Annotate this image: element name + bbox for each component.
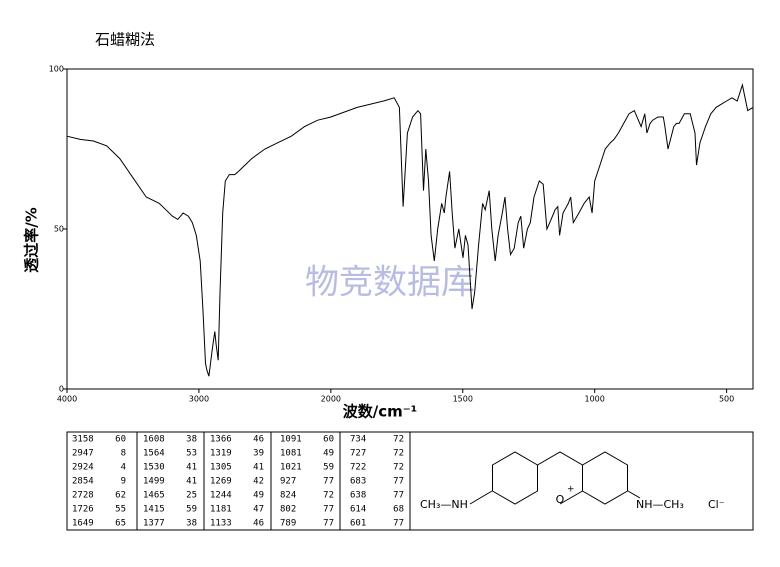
table-cell: 25 bbox=[186, 491, 197, 501]
table-cell: 59 bbox=[323, 463, 334, 473]
table-cell: 39 bbox=[253, 449, 264, 459]
table-cell: 1181 bbox=[210, 505, 232, 515]
bond bbox=[627, 490, 641, 499]
table-cell: 1608 bbox=[143, 435, 165, 445]
table-cell: 38 bbox=[186, 519, 197, 529]
mol-anion: Cl⁻ bbox=[708, 498, 725, 511]
ring bbox=[492, 451, 538, 505]
x-tick-label: 3000 bbox=[189, 395, 209, 404]
table-cell: 49 bbox=[323, 449, 334, 459]
table-cell: 77 bbox=[393, 477, 404, 487]
table-cell: 77 bbox=[393, 491, 404, 501]
table-cell: 41 bbox=[186, 463, 197, 473]
table-cell: 1564 bbox=[143, 449, 165, 459]
table-cell: 1530 bbox=[143, 463, 165, 473]
y-axis-label: 透过率/% bbox=[23, 207, 41, 273]
ring bbox=[537, 451, 583, 505]
table-cell: 2924 bbox=[72, 463, 94, 473]
x-tick-label: 1000 bbox=[585, 395, 605, 404]
table-cell: 77 bbox=[393, 519, 404, 529]
table-cell: 68 bbox=[393, 505, 404, 515]
table-cell: 1377 bbox=[143, 519, 165, 529]
table-cell: 53 bbox=[186, 449, 197, 459]
table-cell: 60 bbox=[323, 435, 334, 445]
table-cell: 683 bbox=[350, 477, 366, 487]
table-cell: 727 bbox=[350, 449, 366, 459]
table-cell: 802 bbox=[280, 505, 296, 515]
bond bbox=[469, 490, 493, 505]
chart-title: 石蜡糊法 bbox=[95, 31, 155, 49]
table-cell: 77 bbox=[323, 505, 334, 515]
table-cell: 1499 bbox=[143, 477, 165, 487]
table-cell: 49 bbox=[253, 491, 264, 501]
table-cell: 1726 bbox=[72, 505, 94, 515]
table-cell: 72 bbox=[323, 491, 334, 501]
table-cell: 47 bbox=[253, 505, 264, 515]
mol-oxygen: O bbox=[556, 493, 565, 506]
table-cell: 46 bbox=[253, 519, 264, 529]
table-cell: 8 bbox=[121, 449, 126, 459]
table-cell: 1244 bbox=[210, 491, 232, 501]
table-cell: 1366 bbox=[210, 435, 232, 445]
table-cell: 1465 bbox=[143, 491, 165, 501]
table-cell: 1319 bbox=[210, 449, 232, 459]
ring bbox=[582, 451, 628, 505]
x-tick-label: 1500 bbox=[453, 395, 473, 404]
table-cell: 638 bbox=[350, 491, 366, 501]
molecule bbox=[469, 451, 641, 505]
table-cell: 60 bbox=[115, 435, 126, 445]
table-cell: 1081 bbox=[280, 449, 302, 459]
table-cell: 1091 bbox=[280, 435, 302, 445]
table-cell: 601 bbox=[350, 519, 366, 529]
table-cell: 77 bbox=[323, 519, 334, 529]
y-tick-label: 50 bbox=[54, 225, 64, 234]
x-tick-label: 2000 bbox=[321, 395, 341, 404]
mol-right: NH—CH₃ bbox=[636, 498, 684, 511]
table-cell: 1269 bbox=[210, 477, 232, 487]
plot-frame bbox=[66, 68, 754, 390]
table-cell: 734 bbox=[350, 435, 366, 445]
table-cell: 2947 bbox=[72, 449, 94, 459]
table-cell: 1415 bbox=[143, 505, 165, 515]
spectrum-line bbox=[66, 83, 754, 377]
y-tick-label: 0 bbox=[59, 385, 64, 394]
table-cell: 62 bbox=[115, 491, 126, 501]
watermark: 物竞数据库 bbox=[305, 263, 475, 303]
x-axis-label: 波数/cm⁻¹ bbox=[343, 403, 418, 421]
table-cell: 59 bbox=[186, 505, 197, 515]
table-cell: 46 bbox=[253, 435, 264, 445]
table-cell: 1305 bbox=[210, 463, 232, 473]
table-cell: 41 bbox=[253, 463, 264, 473]
table-cell: 77 bbox=[323, 477, 334, 487]
table-cell: 42 bbox=[253, 477, 264, 487]
y-tick-label: 100 bbox=[49, 65, 64, 74]
table-cell: 4 bbox=[121, 463, 126, 473]
table-cell: 72 bbox=[393, 449, 404, 459]
x-tick-label: 500 bbox=[719, 395, 734, 404]
table-cell: 38 bbox=[186, 435, 197, 445]
x-tick-label: 4000 bbox=[57, 395, 77, 404]
mol-charge: + bbox=[567, 485, 575, 495]
table-cell: 927 bbox=[280, 477, 296, 487]
table-cell: 1133 bbox=[210, 519, 232, 529]
table-cell: 789 bbox=[280, 519, 296, 529]
mol-left: CH₃—NH bbox=[420, 498, 468, 511]
table-cell: 722 bbox=[350, 463, 366, 473]
table-cell: 614 bbox=[350, 505, 366, 515]
table-dividers bbox=[136, 432, 411, 530]
table-cell: 2728 bbox=[72, 491, 94, 501]
table-cell: 1649 bbox=[72, 519, 94, 529]
table-cell: 2854 bbox=[72, 477, 94, 487]
table-cell: 65 bbox=[115, 519, 126, 529]
table-cell: 3158 bbox=[72, 435, 94, 445]
table-cell: 1021 bbox=[280, 463, 302, 473]
table-cell: 824 bbox=[280, 491, 296, 501]
table-cell: 72 bbox=[393, 463, 404, 473]
table-cell: 55 bbox=[115, 505, 126, 515]
table-cell: 41 bbox=[186, 477, 197, 487]
table-cell: 9 bbox=[121, 477, 126, 487]
table-cell: 72 bbox=[393, 435, 404, 445]
